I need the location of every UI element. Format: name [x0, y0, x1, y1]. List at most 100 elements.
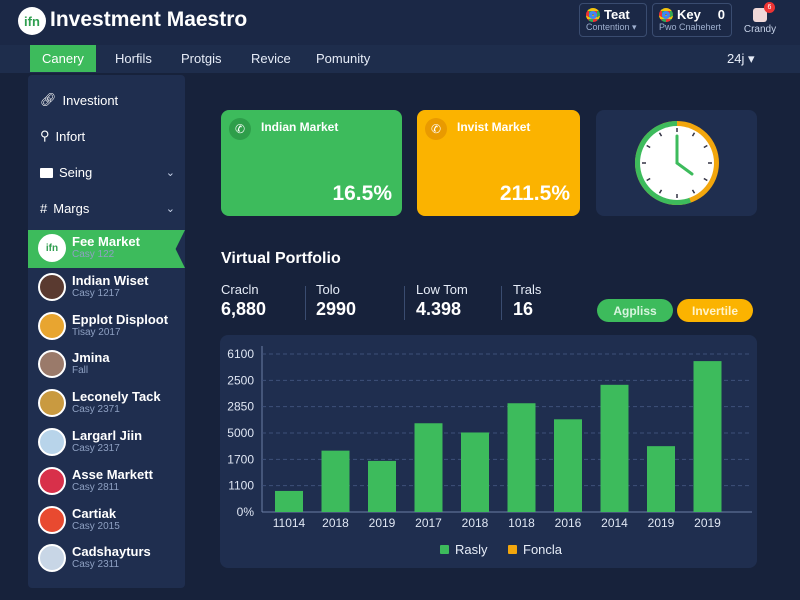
- tab-horfils[interactable]: Horfils: [115, 51, 152, 66]
- contact-name: Cartiak: [72, 505, 117, 521]
- sidebar-item-label: Investiont: [62, 92, 119, 108]
- card-value: 211.5%: [499, 182, 570, 205]
- x-tick-label: 2016: [555, 516, 582, 530]
- card-indian-market[interactable]: ✆ Indian Market 16.5%: [221, 110, 402, 216]
- stat-value: 16: [513, 299, 534, 319]
- widget-title: Key: [677, 7, 701, 22]
- stat-value: 2990: [316, 299, 357, 319]
- contact-sub: Casy 2317: [72, 443, 120, 454]
- clock-tick: [703, 144, 708, 149]
- bar: [368, 460, 396, 512]
- nav-bar: [0, 45, 800, 73]
- chevron-down-icon: ⌄: [165, 203, 175, 215]
- bar: [693, 361, 722, 512]
- notifications-button[interactable]: 6 Crandy: [740, 2, 780, 35]
- divider: [305, 286, 306, 320]
- y-tick-label: 5000: [227, 426, 254, 440]
- contact-sub: Casy 2811: [72, 481, 120, 493]
- clock-icon: [635, 121, 719, 205]
- x-tick-label: 2018: [322, 516, 349, 530]
- card-value: 16.5%: [332, 182, 392, 205]
- contact-item[interactable]: Asse Markett Casy 2811: [38, 466, 153, 495]
- contact-item[interactable]: Epplot Disploot Tisay 2017: [38, 311, 169, 340]
- sidebar-item-infort[interactable]: ⚲ Infort: [40, 128, 175, 144]
- bar: [554, 419, 582, 512]
- invertile-button[interactable]: Invertile: [677, 299, 753, 322]
- x-tick-label: 2014: [601, 516, 628, 530]
- widget-title: Teat: [604, 7, 630, 22]
- card-invist-market[interactable]: ✆ Invist Market 211.5%: [417, 110, 580, 216]
- chart-panel: 0% 1100 1700 5000 2850 2500 6100 11014 2018 2019 2…: [220, 335, 757, 568]
- legend-swatch: [440, 545, 449, 554]
- y-tick-label: 6100: [227, 347, 254, 361]
- stat-label: Trals: [513, 282, 542, 297]
- hash-icon: #: [40, 201, 48, 216]
- clock-tick: [646, 144, 651, 149]
- widget-count: 0: [717, 7, 725, 22]
- avatar: [38, 505, 66, 534]
- sidebar-item-label: Infort: [55, 128, 86, 144]
- widget-key[interactable]: Key 0 Pwo Cnahehert: [652, 3, 732, 37]
- y-tick-label: 2500: [227, 373, 254, 387]
- chrome-icon: [659, 7, 673, 22]
- phone-icon: ✆: [425, 118, 447, 140]
- stat-label: Low Tom: [416, 282, 468, 297]
- stat-tolo: Tolo 2990: [316, 282, 356, 320]
- x-tick-label: 2019: [369, 516, 396, 530]
- avatar: ifn: [38, 234, 66, 262]
- avatar: [38, 466, 66, 495]
- contact-item[interactable]: Indian Wiset Casy 1217: [38, 272, 148, 301]
- bar-chart: 0% 1100 1700 5000 2850 2500 6100 11014 2018 2019 2…: [227, 346, 752, 557]
- bar: [461, 432, 489, 512]
- tab-protgis[interactable]: Protgis: [181, 51, 222, 66]
- agpliss-button[interactable]: Agpliss: [597, 299, 673, 322]
- contact-item[interactable]: ifn Fee Market Casy 122: [38, 234, 140, 262]
- bar: [507, 403, 536, 512]
- contact-name: Jmina: [72, 350, 110, 366]
- phone-icon: ✆: [229, 118, 251, 140]
- legend-swatch: [508, 545, 517, 554]
- sidebar-item-label: Margs: [53, 201, 90, 216]
- y-tick-label: 1100: [228, 479, 254, 493]
- sidebar-item-seing[interactable]: Seing ⌄: [40, 165, 175, 180]
- divider: [501, 286, 502, 320]
- account-dropdown[interactable]: 24j ▾: [727, 50, 755, 66]
- contact-name: Cadshayturs: [72, 544, 151, 560]
- contact-item[interactable]: Jmina Fall: [38, 350, 110, 379]
- clock-tick: [691, 132, 696, 137]
- contact-name: Epplot Disploot: [72, 311, 169, 327]
- sidebar-item-label: Seing: [59, 165, 93, 180]
- notification-badge: 6: [764, 2, 775, 13]
- bar: [414, 423, 443, 512]
- bell-icon: 6: [753, 2, 775, 22]
- contact-item[interactable]: Leconely Tack Casy 2371: [38, 389, 161, 418]
- x-tick-label: 2019: [648, 516, 675, 530]
- clock-tick: [658, 189, 663, 194]
- x-tick-label: 2018: [462, 516, 489, 530]
- card-label: Indian Market: [261, 120, 339, 134]
- widget-sub: Contention ▾: [586, 22, 637, 32]
- contact-sub: Tisay 2017: [72, 326, 121, 338]
- bar: [647, 446, 675, 512]
- stat-value: 6,880: [221, 299, 267, 319]
- card-label: Invist Market: [457, 120, 531, 134]
- notify-label: Crandy: [743, 24, 777, 35]
- sidebar-item-investiont[interactable]: 🔗︎ Investiont: [40, 92, 175, 108]
- x-tick-label: 11014: [273, 516, 306, 530]
- stat-value: 4.398: [416, 299, 462, 319]
- widget-sub: Pwo Cnahehert: [659, 22, 722, 32]
- sidebar-item-margs[interactable]: # Margs ⌄: [40, 201, 175, 216]
- contact-sub: Casy 2015: [72, 520, 120, 532]
- contact-item[interactable]: Cadshayturs Casy 2311: [38, 544, 151, 573]
- avatar: [38, 389, 66, 418]
- contact-item[interactable]: Largarl Jiin Casy 2317: [38, 428, 142, 456]
- stat-low-tom: Low Tom 4.398: [416, 282, 468, 320]
- tab-pomunity[interactable]: Pomunity: [316, 51, 371, 66]
- y-tick-label: 0%: [237, 505, 255, 519]
- contact-sub: Fall: [72, 365, 89, 377]
- contact-item[interactable]: Cartiak Casy 2015: [38, 505, 120, 534]
- clock-tick: [646, 177, 651, 182]
- tab-canery[interactable]: Canery: [30, 45, 96, 72]
- tab-revice[interactable]: Revice: [251, 51, 291, 66]
- widget-teat[interactable]: Teat Contention ▾: [579, 3, 647, 37]
